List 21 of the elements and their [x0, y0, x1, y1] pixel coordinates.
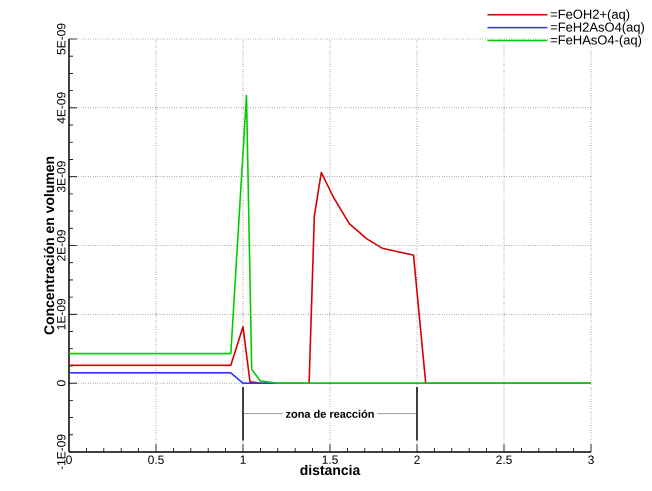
x-tick-label: 1 — [240, 456, 246, 464]
legend-label: =FeHAsO4-(aq) — [550, 35, 642, 48]
x-tick-label: 0.5 — [148, 456, 164, 464]
annotation: zona de reacción — [286, 410, 374, 418]
x-tick-label: 2.5 — [496, 456, 512, 464]
line-series — [68, 94, 592, 384]
y-tick-label: 2E-09 — [57, 230, 66, 261]
x-axis-title: distancia — [300, 464, 360, 476]
x-tick-label: 0 — [66, 456, 72, 464]
y-tick-label: -1E-09 — [57, 434, 66, 470]
x-tick-label: 1.5 — [322, 456, 338, 464]
y-axis-title: Concentración en volumen — [44, 156, 54, 334]
y-tick-label: 0 — [57, 380, 66, 386]
x-tick-label: 2 — [414, 456, 420, 464]
y-tick-label: 1E-09 — [57, 298, 66, 330]
y-tick-label: 3E-09 — [57, 161, 66, 192]
legend-label: =FeH2AsO4(aq) — [550, 22, 644, 34]
x-tick-label: 3 — [588, 456, 594, 464]
y-tick-label: 4E-09 — [57, 92, 66, 124]
y-tick-label: 5E-09 — [57, 24, 66, 54]
legend-label: =FeOH2+(aq) — [550, 9, 630, 22]
